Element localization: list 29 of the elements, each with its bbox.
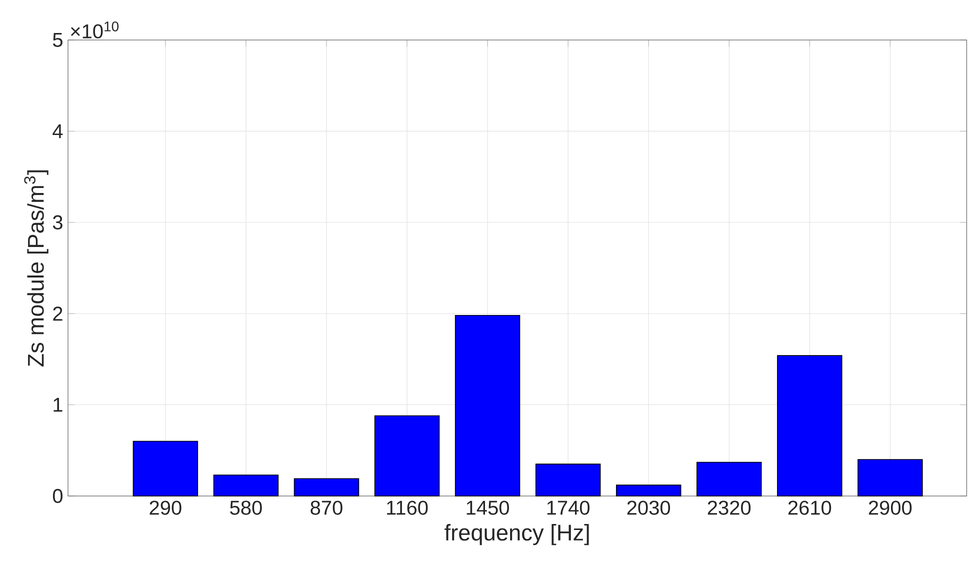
y-tick-label: 5 [52,33,62,47]
y-tick-label: 3 [52,215,62,230]
x-tick-label: 2900 [868,500,912,515]
x-tick-label: 1160 [387,500,428,515]
x-tick-label: 2030 [627,500,670,515]
y-tick-label: 2 [53,306,62,321]
x-tick-label: 2610 [788,500,832,515]
bar [374,415,440,496]
bar [213,474,279,496]
bar [777,355,842,496]
bar [535,464,601,496]
x-tick-label: 1450 [466,500,509,515]
x-tick-label: 870 [310,500,342,515]
x-axis-title: frequency [Hz] [444,524,589,546]
bar [294,478,360,496]
bar [132,440,198,496]
y-tick-label: 4 [52,124,63,138]
bar [616,484,682,496]
x-tick-label: 580 [230,500,262,515]
x-tick-label: 1740 [547,500,590,515]
x-tick-label: 290 [150,500,182,515]
bar [858,459,923,496]
y-axis-title: Zs module [Pas/m$^{3}$] [24,170,48,366]
y-tick-label: 1 [54,398,62,412]
y-tick-label: 0 [52,488,63,504]
bar [454,315,520,496]
bar [696,462,762,496]
text: ×10$^{10}$ [70,21,119,38]
x-tick-label: 2320 [708,500,751,515]
